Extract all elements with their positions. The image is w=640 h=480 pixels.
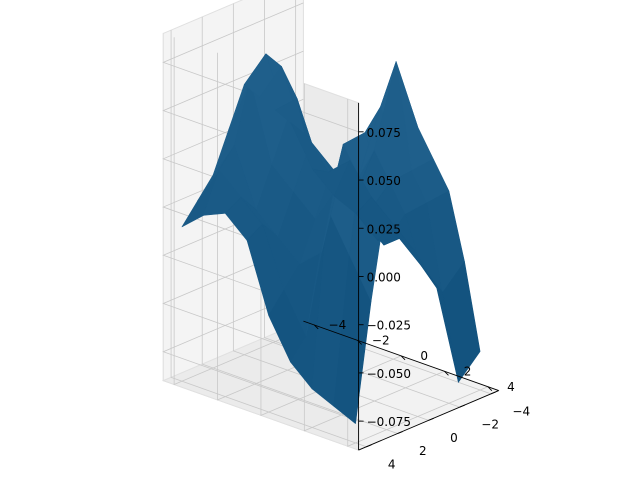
- y-tick-label: −2: [481, 418, 499, 432]
- y-tick-label: 4: [388, 457, 396, 471]
- axis-lines: [303, 102, 499, 451]
- y-tick-mark: [428, 417, 434, 421]
- x-tick-label: −4: [329, 318, 347, 332]
- z-tick-label: 0.000: [367, 270, 401, 284]
- x-tick-mark: [487, 386, 493, 392]
- y-gridline: [201, 16, 398, 434]
- x-tick-label: 2: [464, 364, 472, 378]
- x-tick-label: −2: [372, 334, 390, 348]
- x-tick-label: 4: [507, 380, 515, 394]
- surface-mesh: [181, 53, 481, 424]
- y-tick-label: 2: [419, 444, 427, 458]
- y-tick-label: −4: [512, 405, 530, 419]
- y-tick-label: 0: [450, 431, 458, 445]
- y-tick-mark: [397, 431, 403, 434]
- y-gridline: [170, 30, 367, 448]
- z-tick-label: 0.050: [367, 174, 401, 188]
- z-tick-label: −0.050: [367, 367, 411, 381]
- z-tick-label: 0.075: [367, 126, 401, 140]
- z-tick-label: −0.025: [367, 319, 411, 333]
- x-gridline: [173, 37, 315, 386]
- x-tick-mark: [357, 340, 362, 345]
- x-tick-mark: [313, 324, 319, 330]
- y-tick-mark: [459, 404, 465, 408]
- y-tick-mark: [366, 444, 372, 448]
- y-tick-mark: [490, 391, 497, 395]
- x-tick-mark: [444, 370, 449, 376]
- z-tick-label: 0.025: [367, 222, 401, 236]
- tick-labels: −4 −2 0 2 4 −4 −2 0 2 4 −0.075 −0.050 −0.025 0.000 0.0…: [329, 126, 531, 472]
- x-tick-label: 0: [420, 349, 428, 363]
- z-gridline: [162, 291, 359, 422]
- surface-face: [442, 261, 481, 383]
- z-tick-label: −0.075: [367, 415, 411, 429]
- x-tick-mark: [400, 355, 406, 361]
